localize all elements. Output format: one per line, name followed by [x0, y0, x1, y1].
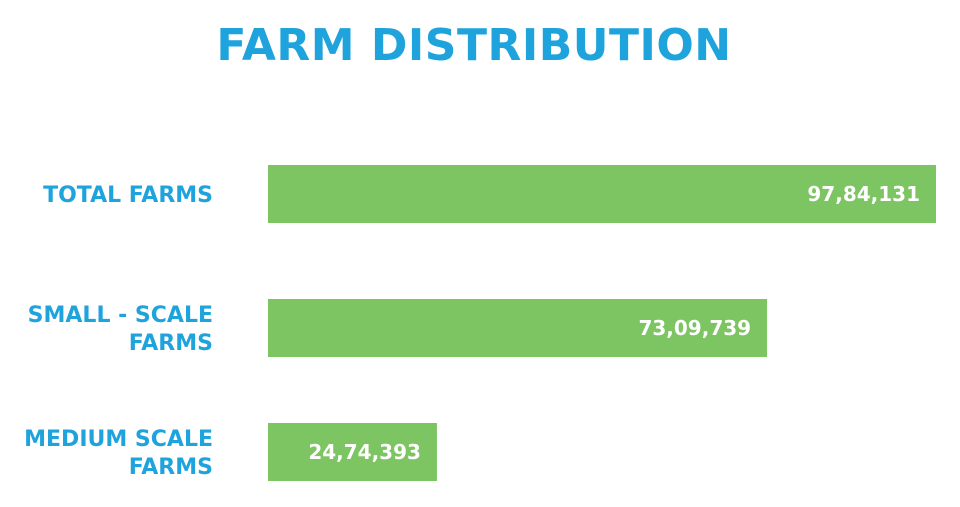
category-label-3-line-2: FARMS: [129, 455, 213, 480]
category-label-2-line-2: FARMS: [129, 331, 213, 356]
value-label-3: 24,74,393: [308, 440, 421, 464]
bars-layer: [268, 165, 936, 481]
value-label-2: 73,09,739: [638, 316, 751, 340]
chart-title: FARM DISTRIBUTION: [216, 20, 732, 71]
value-label-1: 97,84,131: [807, 182, 920, 206]
category-label-2-line-1: SMALL - SCALE: [28, 303, 213, 328]
labels-layer: 97,84,131 TOTAL FARMS 73,09,739 SMALL - SCA…: [24, 182, 920, 480]
category-label-3-line-1: MEDIUM SCALE: [24, 427, 213, 452]
category-label-1-line-1: TOTAL FARMS: [43, 183, 213, 208]
bar-2: [268, 299, 768, 357]
bar-1: [268, 165, 936, 223]
bar-3: [268, 423, 437, 481]
